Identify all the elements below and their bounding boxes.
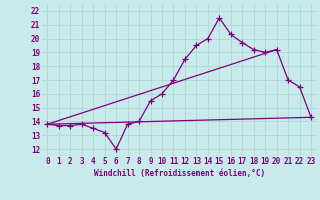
X-axis label: Windchill (Refroidissement éolien,°C): Windchill (Refroidissement éolien,°C) xyxy=(94,169,265,178)
